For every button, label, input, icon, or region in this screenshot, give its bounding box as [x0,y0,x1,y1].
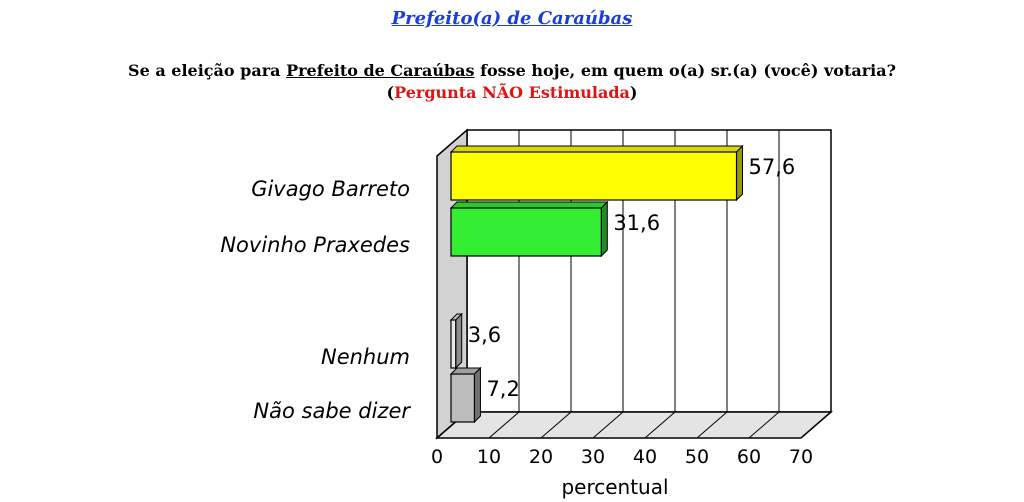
bar-side-face [455,312,463,370]
chart-bars [449,144,744,424]
bar [450,373,476,423]
chart-ticks: 0 10 20 30 40 50 60 70 [431,446,813,468]
question-prefix: Se a eleição para [128,61,287,80]
question-text: Se a eleição para Prefeito de Caraúbas f… [0,60,1024,104]
x-tick-label: 10 [477,446,501,468]
x-tick-label: 0 [431,446,443,468]
x-tick-label: 50 [685,446,709,468]
floor-gridline [644,411,676,439]
x-tick-label: 30 [581,446,605,468]
page-title: Prefeito(a) de Caraúbas [391,8,633,29]
bar-side-face [736,144,744,202]
chart-labels: 57,6 Givago Barreto 31,6 Novinho Praxedes 3,… [220,155,795,423]
floor-gridline [540,411,572,439]
value-label: 7,2 [486,377,519,401]
note-close: ) [629,83,638,102]
note-text: Pergunta NÃO Estimulada [394,83,630,102]
bar-side-face [600,200,608,258]
note-open: ( [386,83,395,102]
question-suffix: fosse hoje, em quem o(a) sr.(a) (você) v… [474,61,896,80]
x-tick-label: 40 [633,446,657,468]
value-label: 3,6 [468,323,501,347]
x-tick-label: 70 [789,446,813,468]
floor-gridline [800,411,832,439]
x-axis-title: percentual [561,475,668,499]
x-tick-label: 20 [529,446,553,468]
floor-gridline [592,411,624,439]
bar [450,319,457,369]
floor-gridline [748,411,780,439]
category-label: Novinho Praxedes [220,233,410,257]
bar [450,151,738,201]
question-underlined: Prefeito de Caraúbas [286,61,475,80]
value-label: 57,6 [749,155,796,179]
floor [434,411,834,439]
bar-top-face [449,201,609,209]
x-tick-label: 60 [737,446,761,468]
category-label: Givago Barreto [251,177,410,201]
value-label: 31,6 [613,211,660,235]
bar [450,207,602,257]
bar-top-face [449,145,744,153]
floor-gridline [488,411,520,439]
category-label: Nenhum [321,345,410,369]
bar-side-face [473,366,481,424]
category-label: Não sabe dizer [253,399,411,423]
floor-gridline [696,411,728,439]
